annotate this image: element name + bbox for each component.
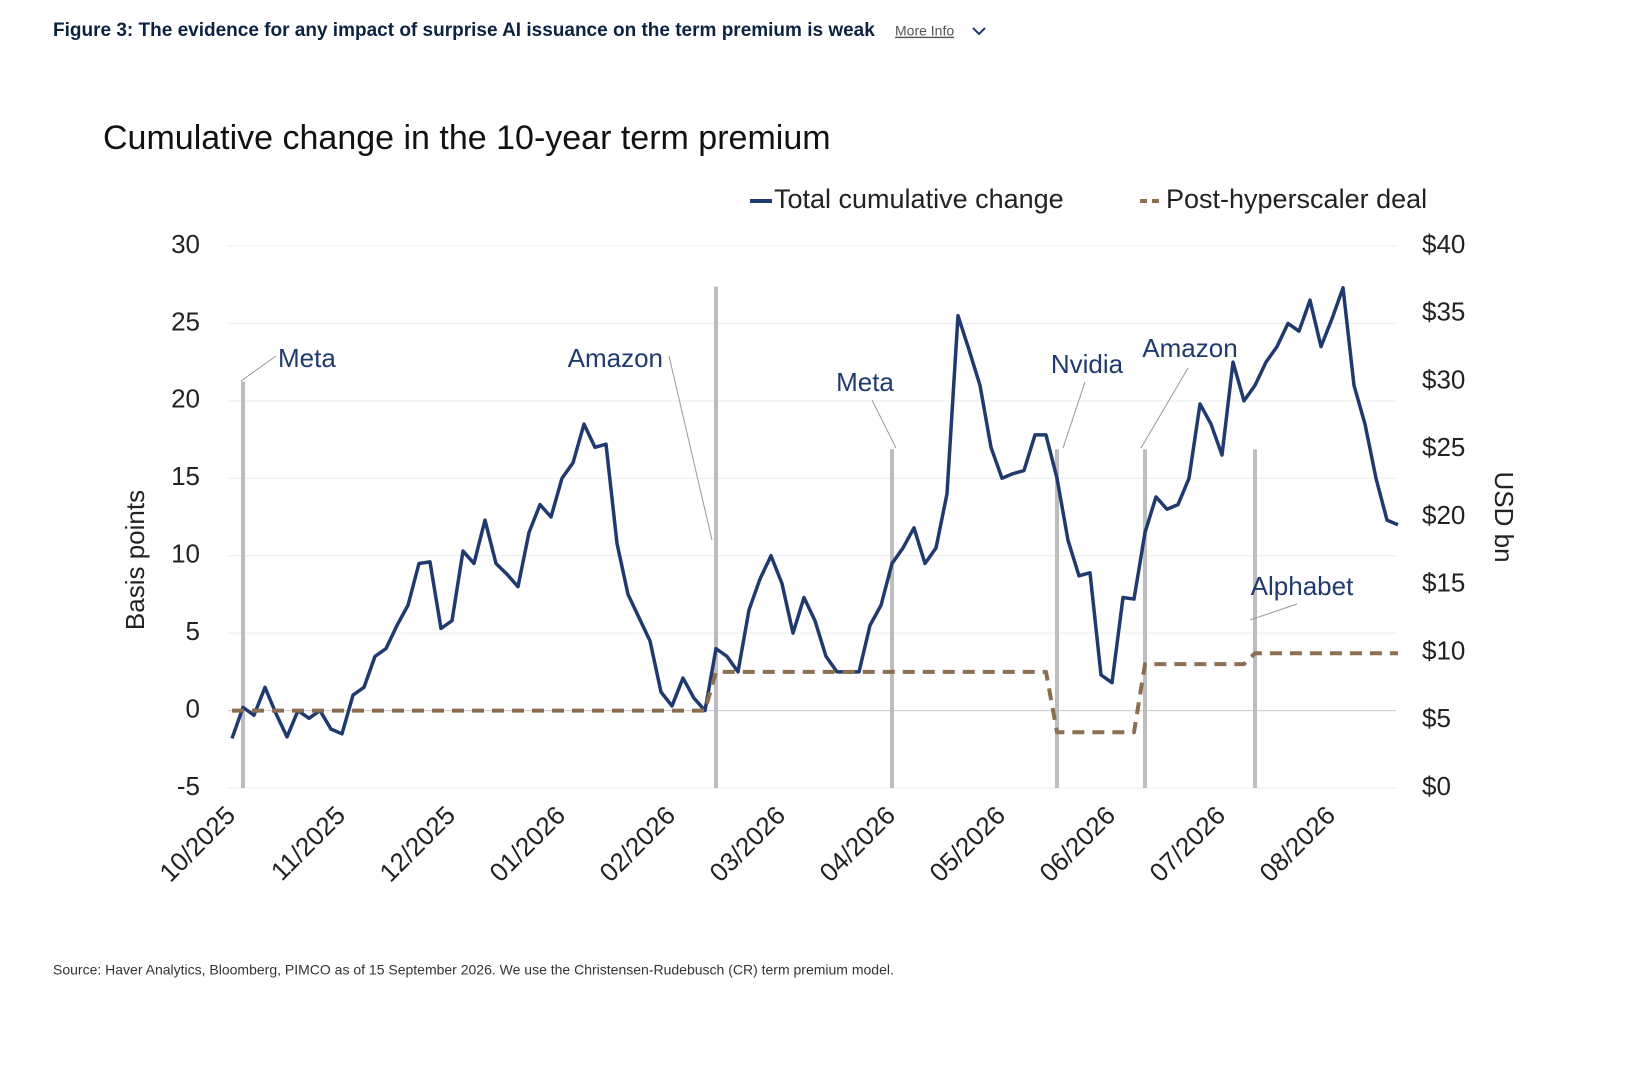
event-label: Meta bbox=[278, 343, 336, 373]
event-leader bbox=[668, 355, 713, 541]
x-tick-label: 03/2026 bbox=[703, 800, 791, 888]
y2-axis-label: USD bn bbox=[1489, 471, 1519, 562]
event-leader bbox=[1249, 603, 1298, 621]
event-label: Alphabet bbox=[1251, 571, 1354, 601]
figure-title: Figure 3: The evidence for any impact of… bbox=[53, 20, 875, 41]
event-leader bbox=[240, 355, 277, 382]
x-tick-label: 06/2026 bbox=[1033, 800, 1121, 888]
y-tick-label: 20 bbox=[171, 384, 200, 414]
y2-tick-label: $25 bbox=[1422, 432, 1465, 462]
x-tick-label: 12/2025 bbox=[373, 800, 461, 888]
x-tick-label: 05/2026 bbox=[923, 800, 1011, 888]
x-tick-label: 07/2026 bbox=[1143, 800, 1231, 888]
chevron[interactable] bbox=[972, 27, 986, 36]
legend-label: Post-hyperscaler deal bbox=[1166, 184, 1427, 214]
line bbox=[230, 286, 1399, 740]
y2-tick-label: $40 bbox=[1422, 229, 1465, 259]
x-tick-label: 04/2026 bbox=[813, 800, 901, 888]
y-tick-label: 15 bbox=[171, 461, 200, 491]
chart-title: Cumulative change in the 10-year term pr… bbox=[103, 119, 831, 157]
legend-label: Total cumulative change bbox=[774, 184, 1064, 214]
event-label: Amazon bbox=[568, 343, 663, 373]
y2-tick-label: $10 bbox=[1422, 635, 1465, 665]
y-tick-label: 5 bbox=[186, 616, 200, 646]
y2-tick-label: $30 bbox=[1422, 364, 1465, 394]
y2-tick-label: $5 bbox=[1422, 703, 1451, 733]
source-note: Source: Haver Analytics, Bloomberg, PIMC… bbox=[53, 962, 894, 978]
y-tick-label: -5 bbox=[177, 771, 200, 801]
x-tick-label: 01/2026 bbox=[483, 800, 571, 888]
event-label: Meta bbox=[836, 367, 894, 397]
y-tick-label: 25 bbox=[171, 306, 200, 336]
x-tick-label: 11/2025 bbox=[265, 800, 351, 886]
x-tick-label: 02/2026 bbox=[593, 800, 681, 888]
y-tick-label: 0 bbox=[186, 693, 200, 723]
y-axis-label: Basis points bbox=[120, 490, 150, 630]
event-leader bbox=[871, 399, 897, 449]
event-leader bbox=[1062, 381, 1086, 449]
y2-tick-label: $0 bbox=[1422, 771, 1451, 801]
y2-tick-label: $20 bbox=[1422, 500, 1465, 530]
x-tick-label: 08/2026 bbox=[1253, 800, 1341, 888]
dashed-line bbox=[232, 651, 1398, 735]
event-label: Amazon bbox=[1142, 333, 1237, 363]
event-leader bbox=[1140, 367, 1189, 449]
more-info[interactable]: More Info bbox=[895, 23, 954, 39]
y2-tick-label: $35 bbox=[1422, 297, 1465, 327]
y-tick-label: 30 bbox=[171, 229, 200, 259]
x-tick-label: 10/2025 bbox=[153, 800, 241, 888]
y2-tick-label: $15 bbox=[1422, 568, 1465, 598]
event-label: Nvidia bbox=[1051, 349, 1124, 379]
y-tick-label: 10 bbox=[171, 539, 200, 569]
